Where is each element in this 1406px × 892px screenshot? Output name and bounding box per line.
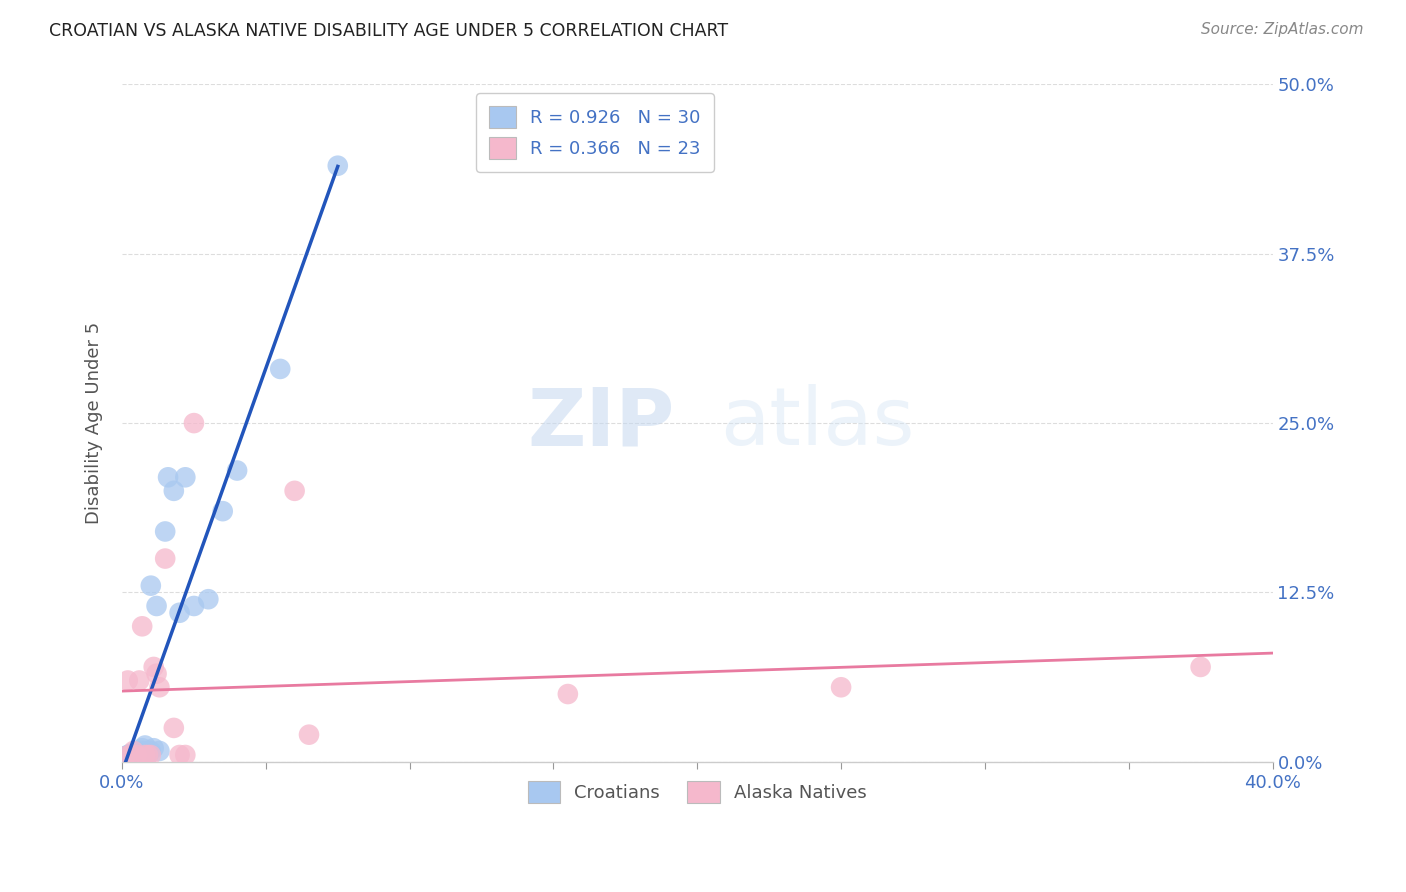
Point	[163, 483, 186, 498]
Text: ZIP: ZIP	[527, 384, 675, 462]
Point	[183, 599, 205, 613]
Point	[120, 747, 142, 762]
Point	[122, 747, 145, 762]
Point	[174, 747, 197, 762]
Point	[830, 680, 852, 694]
Point	[125, 747, 148, 761]
Point	[211, 504, 233, 518]
Point	[145, 666, 167, 681]
Point	[163, 721, 186, 735]
Point	[169, 606, 191, 620]
Point	[139, 747, 162, 762]
Point	[131, 741, 153, 756]
Point	[174, 470, 197, 484]
Point	[122, 744, 145, 758]
Legend: Croatians, Alaska Natives: Croatians, Alaska Natives	[517, 770, 877, 814]
Point	[157, 470, 180, 484]
Point	[114, 749, 136, 764]
Point	[122, 749, 145, 764]
Point	[153, 551, 176, 566]
Point	[142, 660, 165, 674]
Text: CROATIAN VS ALASKA NATIVE DISABILITY AGE UNDER 5 CORRELATION CHART: CROATIAN VS ALASKA NATIVE DISABILITY AGE…	[49, 22, 728, 40]
Point	[169, 747, 191, 762]
Point	[142, 741, 165, 756]
Point	[269, 362, 291, 376]
Point	[197, 592, 219, 607]
Point	[131, 619, 153, 633]
Text: Source: ZipAtlas.com: Source: ZipAtlas.com	[1201, 22, 1364, 37]
Point	[326, 159, 349, 173]
Point	[139, 744, 162, 758]
Point	[136, 747, 159, 762]
Point	[226, 463, 249, 477]
Point	[117, 747, 139, 762]
Point	[120, 747, 142, 761]
Point	[298, 728, 321, 742]
Point	[125, 749, 148, 764]
Point	[148, 744, 170, 758]
Point	[134, 747, 156, 762]
Point	[183, 416, 205, 430]
Point	[128, 673, 150, 688]
Point	[117, 673, 139, 688]
Text: atlas: atlas	[720, 384, 915, 462]
Point	[136, 747, 159, 762]
Point	[557, 687, 579, 701]
Point	[145, 599, 167, 613]
Point	[134, 739, 156, 753]
Point	[284, 483, 307, 498]
Point	[125, 747, 148, 762]
Point	[120, 750, 142, 764]
Point	[139, 579, 162, 593]
Y-axis label: Disability Age Under 5: Disability Age Under 5	[86, 322, 103, 524]
Point	[148, 680, 170, 694]
Point	[131, 744, 153, 758]
Point	[128, 745, 150, 759]
Point	[114, 749, 136, 764]
Point	[1189, 660, 1212, 674]
Point	[153, 524, 176, 539]
Point	[128, 747, 150, 762]
